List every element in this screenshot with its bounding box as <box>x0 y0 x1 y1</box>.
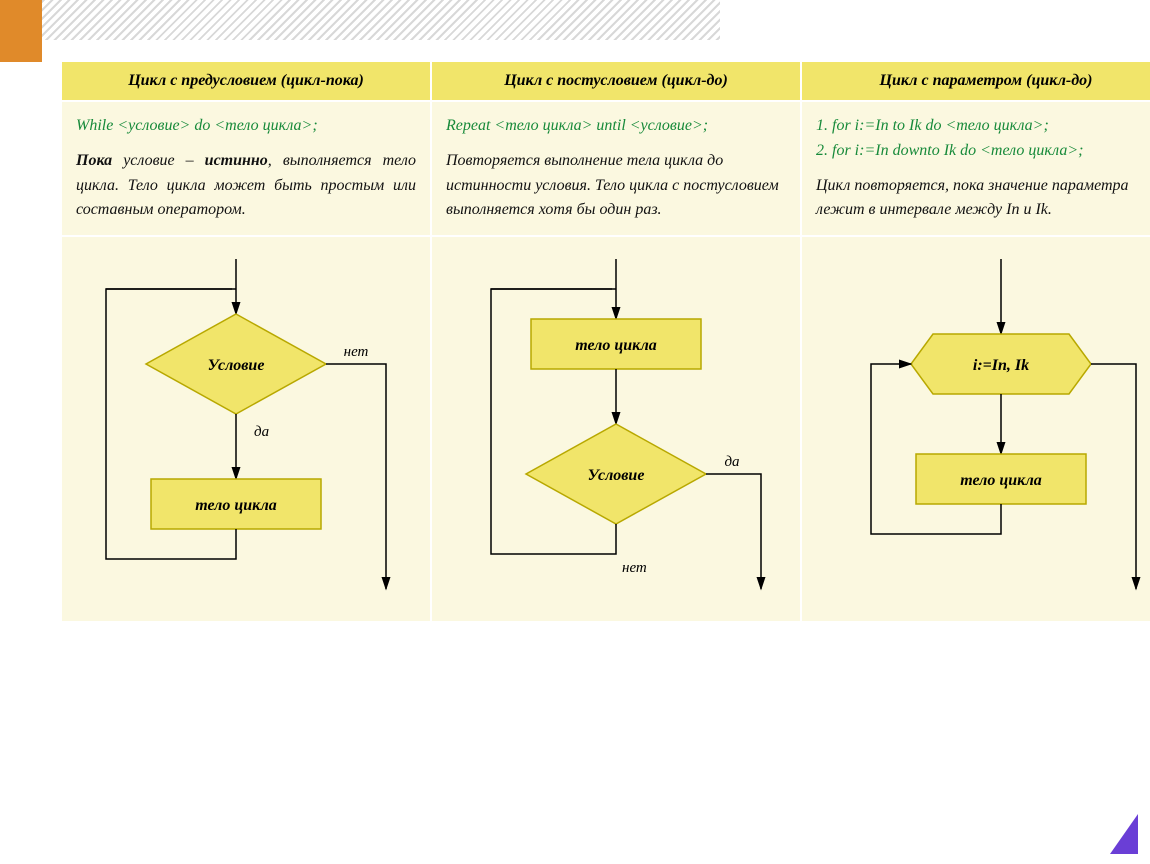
col3-header: Цикл с параметром (цикл-до) <box>801 61 1150 101</box>
col1-header: Цикл с предусловием (цикл-пока) <box>61 61 431 101</box>
svg-text:нет: нет <box>622 560 647 576</box>
col2-diagram-cell: тело цикла Условие да нет <box>431 236 801 622</box>
col3-desc: Цикл повторяется, пока значение параметр… <box>816 174 1150 224</box>
col3-content: 1. for i:=In to Ik do <тело цикла>; 2. f… <box>801 101 1150 236</box>
svg-text:тело цикла: тело цикла <box>575 337 657 354</box>
col1-code: While <условие> do <тело цикла>; <box>76 114 416 139</box>
col2-content: Repeat <тело цикла> until <условие>; Пов… <box>431 101 801 236</box>
precondition-flowchart: Условие нет да тело цикла <box>76 249 416 609</box>
postcondition-flowchart: тело цикла Условие да нет <box>446 249 786 609</box>
svg-text:нет: нет <box>344 344 369 360</box>
col1-content: While <условие> do <тело цикла>; Пока ус… <box>61 101 431 236</box>
col1-desc: Пока условие – истинно, выполняется тело… <box>76 149 416 223</box>
diagram-row: Условиенетдатело цикла тело циклаУсловие… <box>61 236 1150 622</box>
svg-text:тело цикла: тело цикла <box>960 472 1042 489</box>
header-stripes <box>0 0 720 40</box>
svg-text:да: да <box>254 424 269 440</box>
corner-triangle-icon <box>1110 814 1138 854</box>
svg-text:Условие: Условие <box>588 467 645 484</box>
col1-diagram-cell: Условие нет да тело цикла <box>61 236 431 622</box>
col2-desc: Повторяется выполнение тела цикла до ист… <box>446 149 786 223</box>
col3-diagram-cell: i:=In, Ik тело цикла <box>801 236 1150 622</box>
svg-text:тело цикла: тело цикла <box>195 497 277 514</box>
svg-text:i:=In, Ik: i:=In, Ik <box>973 357 1029 374</box>
svg-text:Условие: Условие <box>208 357 265 374</box>
svg-text:да: да <box>724 454 739 470</box>
content-row: While <условие> do <тело цикла>; Пока ус… <box>61 101 1150 236</box>
loops-table: Цикл с предусловием (цикл-пока) Цикл с п… <box>60 60 1150 623</box>
col2-code: Repeat <тело цикла> until <условие>; <box>446 114 786 139</box>
parameter-flowchart: i:=In, Ik тело цикла <box>816 249 1150 609</box>
header-row: Цикл с предусловием (цикл-пока) Цикл с п… <box>61 61 1150 101</box>
col2-header: Цикл с постусловием (цикл-до) <box>431 61 801 101</box>
col3-code2: 2. for i:=In downto Ik do <тело цикла>; <box>816 139 1150 164</box>
col3-code1: 1. for i:=In to Ik do <тело цикла>; <box>816 114 1150 139</box>
corner-accent <box>0 0 42 62</box>
